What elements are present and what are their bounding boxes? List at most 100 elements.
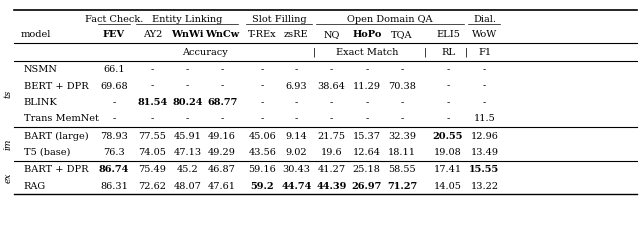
Text: im: im xyxy=(3,139,12,150)
Text: F1: F1 xyxy=(478,48,491,57)
Text: 66.1: 66.1 xyxy=(103,65,125,74)
Text: 74.05: 74.05 xyxy=(138,148,166,157)
Text: -: - xyxy=(446,81,450,91)
Text: Exact Match: Exact Match xyxy=(335,48,398,57)
Text: -: - xyxy=(483,81,486,91)
Text: -: - xyxy=(365,65,369,74)
Text: 81.54: 81.54 xyxy=(137,98,168,107)
Text: -: - xyxy=(220,114,224,123)
Text: NSMN: NSMN xyxy=(24,65,58,74)
Text: 86.74: 86.74 xyxy=(99,165,129,174)
Text: 12.64: 12.64 xyxy=(353,148,381,157)
Text: 71.27: 71.27 xyxy=(387,182,417,191)
Text: WoW: WoW xyxy=(472,30,497,39)
Text: -: - xyxy=(365,114,369,123)
Text: -: - xyxy=(186,65,189,74)
Text: -: - xyxy=(294,98,298,107)
Text: AY2: AY2 xyxy=(143,30,162,39)
Text: 76.3: 76.3 xyxy=(103,148,125,157)
Text: -: - xyxy=(220,81,224,91)
Text: -: - xyxy=(150,81,154,91)
Text: 47.13: 47.13 xyxy=(173,148,202,157)
Text: TQA: TQA xyxy=(391,30,413,39)
Text: -: - xyxy=(294,114,298,123)
Text: 59.2: 59.2 xyxy=(251,182,274,191)
Text: 13.49: 13.49 xyxy=(470,148,499,157)
Text: 86.31: 86.31 xyxy=(100,182,128,191)
Text: 18.11: 18.11 xyxy=(388,148,416,157)
Text: 45.06: 45.06 xyxy=(248,132,276,141)
Text: 68.77: 68.77 xyxy=(207,98,237,107)
Text: -: - xyxy=(150,114,154,123)
Text: 41.27: 41.27 xyxy=(317,165,346,174)
Text: -: - xyxy=(330,98,333,107)
Text: 6.93: 6.93 xyxy=(285,81,307,91)
Text: -: - xyxy=(400,65,404,74)
Text: 75.49: 75.49 xyxy=(138,165,166,174)
Text: ELI5: ELI5 xyxy=(436,30,460,39)
Text: 9.02: 9.02 xyxy=(285,148,307,157)
Text: 19.08: 19.08 xyxy=(434,148,462,157)
Text: -: - xyxy=(400,114,404,123)
Text: 11.5: 11.5 xyxy=(474,114,495,123)
Text: -: - xyxy=(112,98,116,107)
Text: -: - xyxy=(294,65,298,74)
Text: Trans MemNet: Trans MemNet xyxy=(24,114,99,123)
Text: 77.55: 77.55 xyxy=(138,132,166,141)
Text: 45.91: 45.91 xyxy=(173,132,202,141)
Text: -: - xyxy=(260,81,264,91)
Text: 70.38: 70.38 xyxy=(388,81,416,91)
Text: 32.39: 32.39 xyxy=(388,132,416,141)
Text: 14.05: 14.05 xyxy=(434,182,462,191)
Text: Accuracy: Accuracy xyxy=(182,48,228,57)
Text: T-REx: T-REx xyxy=(248,30,276,39)
Text: 20.55: 20.55 xyxy=(433,132,463,141)
Text: -: - xyxy=(260,98,264,107)
Text: -: - xyxy=(220,65,224,74)
Text: BERT + DPR: BERT + DPR xyxy=(24,81,88,91)
Text: T5 (base): T5 (base) xyxy=(24,148,70,157)
Text: -: - xyxy=(260,114,264,123)
Text: |: | xyxy=(423,47,427,57)
Text: 78.93: 78.93 xyxy=(100,132,128,141)
Text: Open Domain QA: Open Domain QA xyxy=(347,15,433,24)
Text: -: - xyxy=(260,65,264,74)
Text: -: - xyxy=(330,65,333,74)
Text: 46.87: 46.87 xyxy=(208,165,236,174)
Text: NQ: NQ xyxy=(323,30,340,39)
Text: -: - xyxy=(446,65,450,74)
Text: 45.2: 45.2 xyxy=(177,165,198,174)
Text: 21.75: 21.75 xyxy=(317,132,346,141)
Text: 49.16: 49.16 xyxy=(208,132,236,141)
Text: 49.29: 49.29 xyxy=(208,148,236,157)
Text: 44.74: 44.74 xyxy=(281,182,312,191)
Text: RL: RL xyxy=(441,48,455,57)
Text: -: - xyxy=(186,81,189,91)
Text: 80.24: 80.24 xyxy=(172,98,203,107)
Text: 44.39: 44.39 xyxy=(316,182,347,191)
Text: BLINK: BLINK xyxy=(24,98,58,107)
Text: -: - xyxy=(483,98,486,107)
Text: Dial.: Dial. xyxy=(473,15,496,24)
Text: FEV: FEV xyxy=(103,30,125,39)
Text: 38.64: 38.64 xyxy=(317,81,346,91)
Text: -: - xyxy=(186,114,189,123)
Text: 58.55: 58.55 xyxy=(388,165,416,174)
Text: model: model xyxy=(20,30,51,39)
Text: RAG: RAG xyxy=(24,182,46,191)
Text: zsRE: zsRE xyxy=(284,30,308,39)
Text: WnWi: WnWi xyxy=(172,30,204,39)
Text: -: - xyxy=(446,98,450,107)
Text: -: - xyxy=(330,114,333,123)
Text: Entity Linking: Entity Linking xyxy=(152,15,222,24)
Text: 69.68: 69.68 xyxy=(100,81,128,91)
Text: Slot Filling: Slot Filling xyxy=(252,15,307,24)
Text: 43.56: 43.56 xyxy=(248,148,276,157)
Text: HoPo: HoPo xyxy=(352,30,381,39)
Text: 19.6: 19.6 xyxy=(321,148,342,157)
Text: 25.18: 25.18 xyxy=(353,165,381,174)
Text: 47.61: 47.61 xyxy=(208,182,236,191)
Text: -: - xyxy=(150,65,154,74)
Text: Fact Check.: Fact Check. xyxy=(84,15,143,24)
Text: 15.37: 15.37 xyxy=(353,132,381,141)
